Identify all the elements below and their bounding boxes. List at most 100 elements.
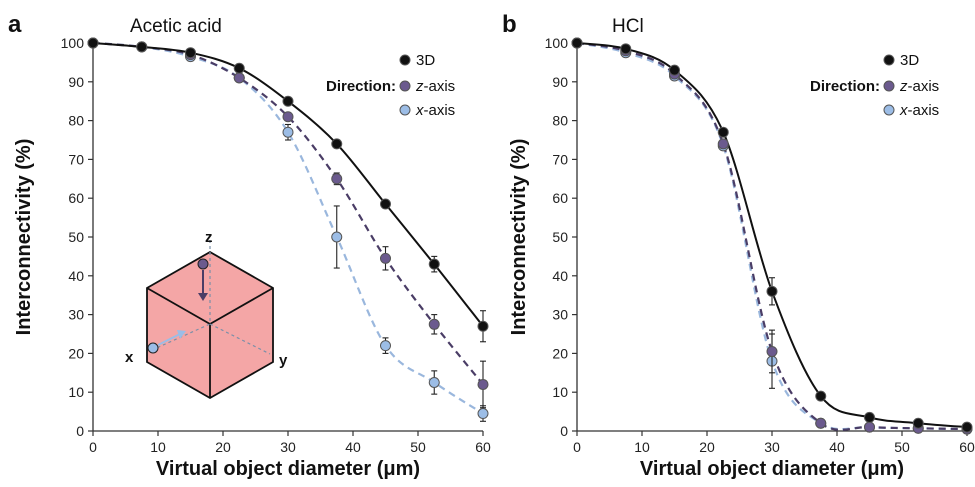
y-tick-label: 100 <box>545 35 569 51</box>
data-point-3D <box>282 95 294 107</box>
y-axis-label: Interconnectivity (%) <box>13 139 35 336</box>
cube-label-x: x <box>125 349 134 366</box>
x-tick-label: 10 <box>150 439 166 455</box>
x-tick-label: 40 <box>829 439 845 455</box>
y-tick-label: 60 <box>552 190 568 206</box>
y-tick-label: 30 <box>68 307 84 323</box>
fit-line-3D <box>576 42 968 429</box>
cube-y-axis <box>209 323 271 355</box>
legend-direction-label: Direction: <box>810 78 880 95</box>
data-point-x-axis <box>477 408 489 420</box>
y-tick-label: 70 <box>68 151 84 167</box>
data-point-z-axis <box>282 111 294 123</box>
data-point-3D <box>766 285 778 297</box>
y-tick-label: 50 <box>552 229 568 245</box>
x-tick-label: 0 <box>89 439 97 455</box>
legend-label-z-axis: z-axis <box>415 78 455 95</box>
y-tick-label: 90 <box>552 74 568 90</box>
data-point-3D <box>136 41 148 53</box>
legend-marker-3D <box>399 54 411 66</box>
y-tick-label: 10 <box>68 384 84 400</box>
data-point-3D <box>185 47 196 59</box>
panel-b: b HCl 0 10 20 30 40 50 60 70 80 90 100 0 10 20 30 40 50 60 V… <box>502 11 975 480</box>
data-point-3D <box>669 64 680 76</box>
legend-label-3D: 3D <box>416 52 435 69</box>
data-point-z-axis <box>428 318 440 330</box>
x-tick-label: 50 <box>894 439 910 455</box>
y-axis-label: Interconnectivity (%) <box>508 139 530 336</box>
data-point-3D <box>331 138 343 150</box>
fit-line-x-axis <box>92 41 484 415</box>
x-tick-label: 50 <box>410 439 426 455</box>
data-point-3D <box>961 421 973 433</box>
data-point-z-axis <box>331 173 343 185</box>
z-direction-marker <box>197 258 209 270</box>
data-point-3D <box>380 198 391 210</box>
x-tick-label: 60 <box>959 439 975 455</box>
x-axis-label: Virtual object diameter (μm) <box>640 458 904 480</box>
y-tick-label: 20 <box>68 345 84 361</box>
x-tick-label: 30 <box>280 439 296 455</box>
data-point-z-axis <box>864 421 875 433</box>
legend: 3D z-axis x-axis Direction: <box>810 52 939 119</box>
data-point-3D <box>571 37 583 49</box>
x-tick-label: 20 <box>699 439 715 455</box>
legend-label-3D: 3D <box>900 52 919 69</box>
fit-line-z-axis <box>92 41 484 386</box>
chart-title: Acetic acid <box>130 16 222 37</box>
x-direction-marker <box>147 342 159 354</box>
y-tick-label: 40 <box>68 268 84 284</box>
data-point-3D <box>477 320 489 332</box>
legend-marker-z-axis <box>399 80 411 92</box>
data-point-3D <box>620 43 632 55</box>
cube-label-y: y <box>279 352 288 369</box>
y-tick-label: 50 <box>68 229 84 245</box>
panel-label: b <box>502 11 517 38</box>
data-point-3D <box>87 37 99 49</box>
y-tick-label: 10 <box>552 384 568 400</box>
y-tick-label: 40 <box>552 268 568 284</box>
x-tick-label: 20 <box>215 439 231 455</box>
x-tick-label: 10 <box>634 439 650 455</box>
y-tick-label: 80 <box>552 113 568 129</box>
legend-label-x-axis: x-axis <box>415 102 455 119</box>
data-point-3D <box>815 390 827 402</box>
fit-line-z-axis <box>576 41 968 431</box>
fit-line-3D <box>92 42 484 327</box>
legend-marker-z-axis <box>883 80 895 92</box>
y-tick-label: 80 <box>68 113 84 129</box>
y-tick-label: 0 <box>76 423 84 439</box>
data-point-3D <box>428 258 440 270</box>
y-tick-label: 90 <box>68 74 84 90</box>
x-direction-arrow <box>157 333 181 346</box>
legend-direction-label: Direction: <box>326 78 396 95</box>
legend-marker-3D <box>883 54 895 66</box>
data-point-x-axis <box>380 340 391 352</box>
data-point-3D <box>912 417 924 429</box>
data-point-3D <box>717 126 729 138</box>
x-axis-label: Virtual object diameter (μm) <box>156 458 420 480</box>
y-tick-label: 30 <box>552 307 568 323</box>
data-point-x-axis <box>331 231 343 243</box>
x-tick-label: 40 <box>345 439 361 455</box>
legend-label-z-axis: z-axis <box>899 78 939 95</box>
data-point-3D <box>864 411 875 423</box>
y-tick-label: 0 <box>560 423 568 439</box>
cube-label-z: z <box>205 229 213 246</box>
x-tick-label: 30 <box>764 439 780 455</box>
x-arrow-head-icon <box>177 330 186 339</box>
data-point-z-axis <box>233 72 245 84</box>
y-tick-label: 60 <box>68 190 84 206</box>
data-point-z-axis <box>717 138 729 150</box>
x-tick-label: 0 <box>573 439 581 455</box>
legend: 3D z-axis x-axis Direction: <box>326 52 455 119</box>
data-point-z-axis <box>815 417 827 429</box>
cube-inset: z x y <box>125 229 288 400</box>
data-point-x-axis <box>282 126 294 138</box>
legend-marker-x-axis <box>883 104 895 116</box>
legend-marker-x-axis <box>399 104 411 116</box>
legend-label-x-axis: x-axis <box>899 102 939 119</box>
data-point-x-axis <box>428 377 440 388</box>
